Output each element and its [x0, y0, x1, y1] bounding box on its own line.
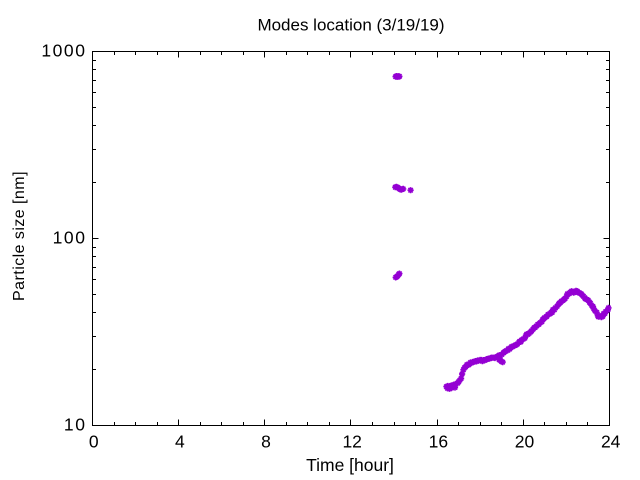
svg-text:100: 100 [53, 228, 87, 248]
svg-text:Modes location (3/19/19): Modes location (3/19/19) [257, 16, 444, 35]
svg-text:20: 20 [515, 432, 535, 452]
svg-text:Time [hour]: Time [hour] [306, 455, 394, 475]
svg-text:24: 24 [601, 432, 621, 452]
svg-text:1000: 1000 [41, 41, 86, 61]
svg-text:Particle size [nm]: Particle size [nm] [11, 171, 28, 301]
svg-text:0: 0 [89, 432, 99, 452]
svg-text:4: 4 [175, 432, 185, 452]
svg-text:12: 12 [342, 432, 361, 452]
svg-text:16: 16 [429, 432, 448, 452]
svg-text:10: 10 [64, 415, 87, 435]
svg-text:8: 8 [261, 432, 271, 452]
